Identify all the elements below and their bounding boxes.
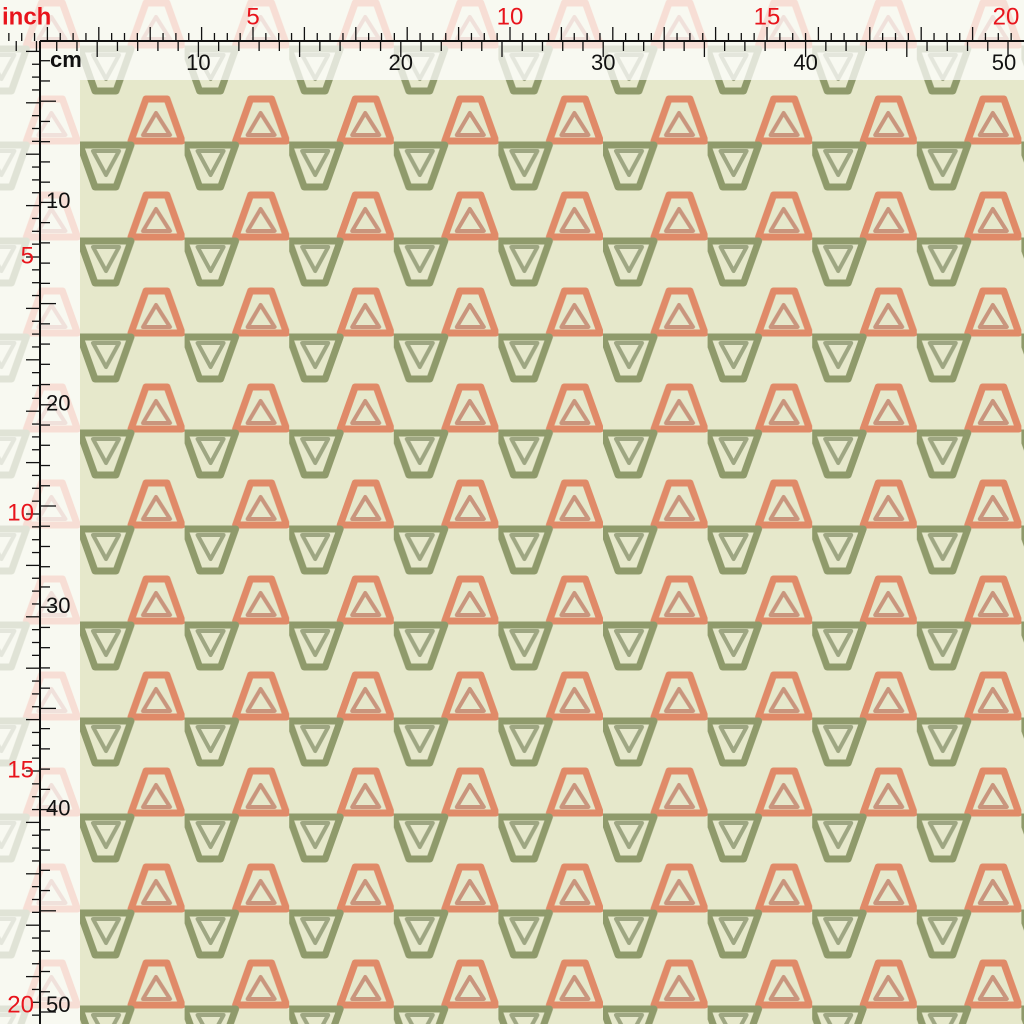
cm-label: 10	[186, 50, 210, 75]
inch-label: 5	[246, 3, 259, 30]
cm-label: 10	[46, 188, 70, 213]
cm-label: 40	[46, 795, 70, 820]
inch-label: 20	[993, 3, 1020, 30]
ticks	[8, 27, 1012, 1016]
cm-label: 40	[793, 50, 817, 75]
cm-label: 50	[992, 50, 1016, 75]
inch-label: 10	[7, 499, 34, 526]
inch-label: 5	[21, 242, 34, 269]
inch-label: 10	[497, 3, 524, 30]
inch-label: 20	[7, 991, 34, 1018]
inch-unit: inch	[2, 3, 51, 30]
cm-unit: cm	[50, 47, 82, 72]
cm-label: 50	[46, 992, 70, 1017]
cm-label: 20	[389, 50, 413, 75]
cm-label: 20	[46, 391, 70, 416]
cm-label: 30	[46, 593, 70, 618]
inch-label: 15	[754, 3, 781, 30]
cm-label: 30	[591, 50, 615, 75]
inch-label: 15	[7, 756, 34, 783]
